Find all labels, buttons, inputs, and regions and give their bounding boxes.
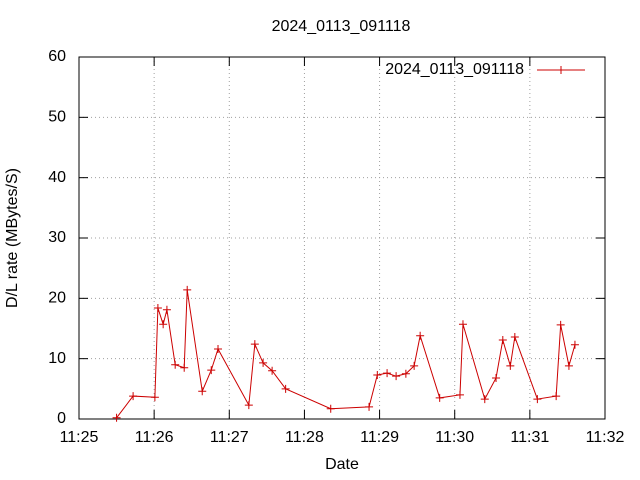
x-tick-label: 11:25 (60, 429, 99, 446)
point (401, 369, 410, 378)
point (458, 320, 467, 329)
point (171, 360, 180, 369)
point (455, 390, 464, 399)
point (480, 395, 489, 404)
point (214, 345, 223, 354)
y-tick-label: 20 (48, 290, 66, 307)
point (162, 305, 171, 314)
point (326, 404, 335, 413)
point (250, 340, 259, 349)
point (533, 395, 542, 404)
point (198, 387, 207, 396)
point (244, 401, 253, 410)
point (410, 361, 419, 370)
point (564, 361, 573, 370)
x-tick-label: 11:26 (135, 429, 174, 446)
point (180, 363, 189, 372)
point (153, 303, 162, 312)
point (365, 402, 374, 411)
series-line (116, 289, 576, 419)
point (416, 331, 425, 340)
x-tick-label: 11:30 (435, 429, 474, 446)
y-tick-label: 0 (57, 410, 66, 427)
point (498, 335, 507, 344)
point (150, 393, 159, 402)
point (268, 366, 277, 375)
point (570, 340, 579, 349)
point (259, 358, 268, 367)
x-tick-label: 11:31 (510, 429, 549, 446)
y-tick-label: 50 (48, 109, 66, 126)
point (510, 332, 519, 341)
y-axis-label: D/L rate (MBytes/S) (4, 168, 21, 308)
x-tick-label: 11:28 (285, 429, 324, 446)
chart-title: 2024_0113_091118 (272, 18, 411, 35)
x-axis-label: Date (325, 456, 359, 473)
point (435, 393, 444, 402)
y-tick-label: 40 (48, 169, 66, 186)
legend-label: 2024_0113_091118 (385, 61, 524, 78)
point (207, 366, 216, 375)
x-tick-label: 11:32 (586, 429, 625, 446)
point (392, 372, 401, 381)
y-tick-label: 30 (48, 229, 66, 246)
point (552, 392, 561, 401)
point (183, 285, 192, 294)
point (373, 370, 382, 379)
point (281, 384, 290, 393)
x-tick-label: 11:29 (360, 429, 399, 446)
point (112, 413, 121, 422)
point (129, 392, 138, 401)
point (159, 320, 168, 329)
point (556, 320, 565, 329)
y-tick-label: 10 (48, 350, 66, 367)
legend-marker (557, 66, 565, 74)
plot-border (78, 56, 606, 420)
x-tick-label: 11:27 (210, 429, 249, 446)
point (383, 369, 392, 378)
y-tick-label: 60 (48, 48, 66, 65)
point (492, 373, 501, 382)
point (506, 361, 515, 370)
